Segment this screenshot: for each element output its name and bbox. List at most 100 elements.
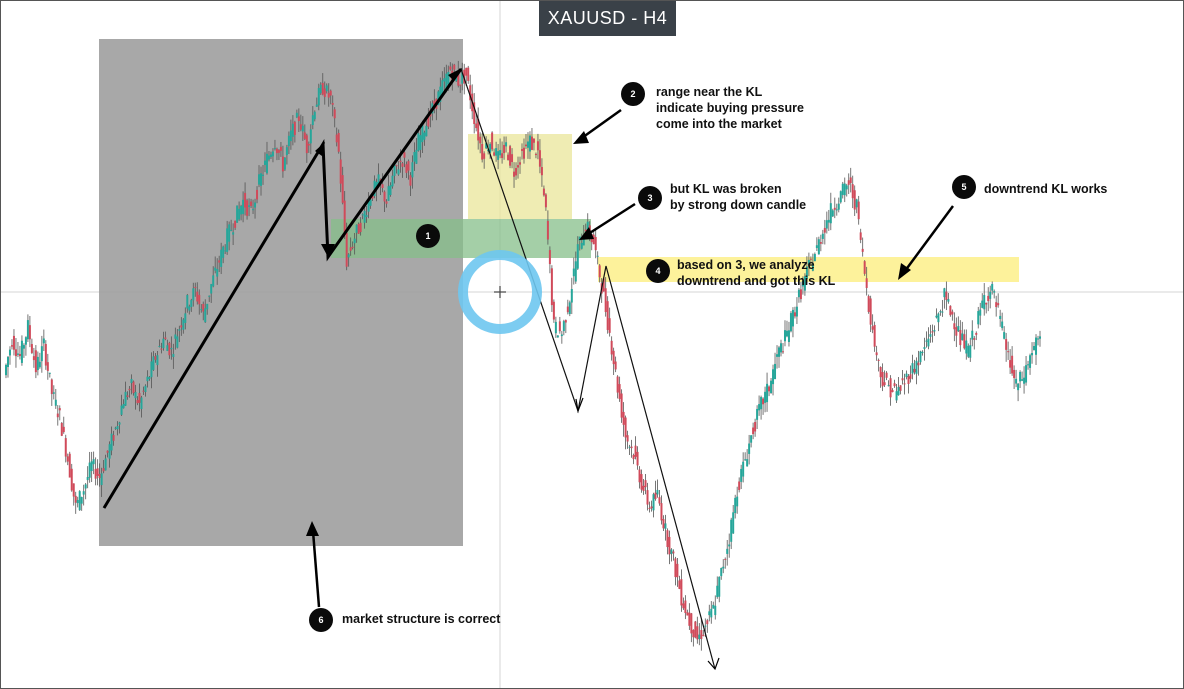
candle-body bbox=[528, 135, 531, 152]
candle-body bbox=[242, 199, 245, 214]
candle-body bbox=[795, 306, 798, 317]
candle-body bbox=[654, 492, 657, 499]
candle-body bbox=[879, 367, 882, 378]
candle-body bbox=[18, 353, 21, 357]
candle-body bbox=[891, 390, 894, 393]
candle-body bbox=[827, 219, 830, 223]
candle-body bbox=[847, 180, 850, 185]
arrowhead-4-icon bbox=[575, 397, 584, 414]
candle-body bbox=[863, 261, 866, 274]
candle-body bbox=[664, 523, 667, 529]
candle-body bbox=[54, 399, 57, 406]
note-2-arrow bbox=[578, 108, 622, 142]
candle-body bbox=[515, 168, 518, 176]
candle-body bbox=[652, 494, 655, 511]
candle-body bbox=[188, 306, 191, 311]
candle-body bbox=[951, 311, 954, 315]
candle-body bbox=[1009, 360, 1012, 368]
candle-body bbox=[678, 580, 681, 589]
candle-body bbox=[959, 330, 962, 346]
candle-body bbox=[931, 331, 934, 333]
candle-body bbox=[540, 167, 543, 176]
candle-body bbox=[869, 298, 872, 325]
candle-body bbox=[947, 299, 950, 302]
candle-body bbox=[365, 215, 368, 217]
candle-body bbox=[604, 288, 607, 313]
candle-body bbox=[897, 386, 900, 396]
candle-body bbox=[220, 249, 223, 267]
candle-body bbox=[841, 183, 844, 195]
candle-body bbox=[487, 149, 490, 152]
candle-body bbox=[648, 507, 651, 509]
candle-body bbox=[562, 321, 565, 332]
candle-body bbox=[144, 385, 147, 392]
candle-body bbox=[281, 156, 284, 172]
candle-body bbox=[112, 435, 115, 441]
candle-body bbox=[714, 605, 717, 616]
candle-body bbox=[138, 392, 141, 403]
candle-body bbox=[355, 224, 358, 233]
candle-body bbox=[142, 390, 145, 392]
candle-body bbox=[291, 123, 294, 137]
candle-body bbox=[493, 152, 496, 156]
candle-body bbox=[10, 345, 13, 347]
candle-body bbox=[560, 334, 563, 337]
candle-body bbox=[182, 319, 185, 330]
candle-body bbox=[823, 227, 826, 233]
candle-body bbox=[509, 146, 512, 166]
candle-body bbox=[343, 200, 346, 234]
candle-body bbox=[975, 332, 978, 335]
candle-body bbox=[752, 427, 755, 435]
candle-body bbox=[172, 353, 175, 357]
candle-body bbox=[712, 604, 715, 609]
candle-body bbox=[505, 142, 508, 147]
candle-body bbox=[746, 459, 749, 467]
candle-body bbox=[594, 236, 597, 251]
candle-body bbox=[756, 408, 759, 420]
candle-body bbox=[339, 159, 342, 184]
candle-body bbox=[923, 347, 926, 349]
candle-body bbox=[517, 165, 520, 168]
note-3-arrowhead-icon bbox=[579, 227, 594, 240]
candle-body bbox=[736, 496, 739, 507]
candle-body bbox=[885, 372, 888, 378]
candle-body bbox=[511, 154, 514, 163]
candle-body bbox=[439, 86, 442, 102]
candle-body bbox=[222, 246, 225, 258]
candle-body bbox=[574, 261, 577, 282]
candle-body bbox=[475, 123, 478, 129]
candle-body bbox=[762, 398, 765, 405]
candle-body bbox=[566, 306, 569, 313]
candle-body bbox=[650, 506, 653, 509]
candle-body bbox=[969, 345, 972, 358]
candle-body bbox=[572, 268, 575, 277]
candle-body bbox=[783, 330, 786, 342]
candle-body bbox=[405, 164, 408, 173]
candle-body bbox=[40, 346, 43, 362]
candle-body bbox=[586, 221, 589, 231]
candle-body bbox=[200, 309, 203, 311]
candle-body bbox=[1031, 352, 1034, 356]
candle-body bbox=[778, 347, 781, 357]
candle-body bbox=[967, 345, 970, 357]
candle-body bbox=[843, 183, 846, 196]
candle-body bbox=[803, 276, 806, 291]
candle-body bbox=[578, 236, 581, 241]
candle-body bbox=[68, 453, 71, 478]
candle-body bbox=[24, 337, 27, 345]
candle-body bbox=[88, 462, 91, 478]
candle-body bbox=[758, 404, 761, 411]
candle-body bbox=[42, 338, 45, 344]
candle-body bbox=[108, 444, 111, 459]
candle-body bbox=[893, 383, 896, 387]
candle-body bbox=[740, 468, 743, 482]
candle-body bbox=[1021, 379, 1024, 381]
badge-6: 6 bbox=[309, 608, 333, 632]
badge-1: 1 bbox=[416, 224, 440, 248]
candle-body bbox=[760, 397, 763, 410]
candle-body bbox=[871, 326, 874, 330]
candle-body bbox=[186, 295, 189, 309]
candle-body bbox=[503, 144, 506, 154]
candle-body bbox=[4, 364, 7, 376]
